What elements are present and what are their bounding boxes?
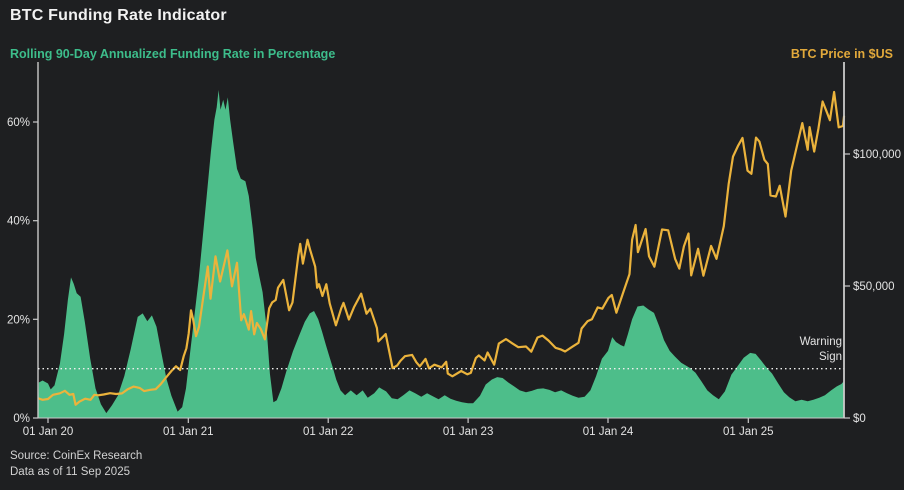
x-axis-tick-label: 01 Jan 21 (163, 426, 214, 438)
x-axis-tick-label: 01 Jan 23 (443, 426, 494, 438)
page-title: BTC Funding Rate Indicator (10, 7, 227, 24)
footer-source: Source: CoinEx Research (10, 450, 143, 462)
btc-price-line (37, 90, 846, 406)
warning-line1: Warning (799, 336, 842, 348)
y-axis-tick-label: 0% (13, 413, 30, 425)
y2-axis-tick-label: $100,000 (853, 149, 901, 161)
funding-rate-area (38, 90, 844, 418)
warning-sign-annotation: Warning Sign (800, 335, 842, 365)
y-axis-tick-label: 40% (7, 216, 30, 228)
footer-asof: Data as of 11 Sep 2025 (10, 466, 130, 478)
y2-axis-tick-label: $50,000 (853, 281, 895, 293)
x-axis-tick-label: 01 Jan 25 (723, 426, 774, 438)
x-axis-tick-label: 01 Jan 20 (23, 426, 74, 438)
left-axis-title: Rolling 90-Day Annualized Funding Rate i… (10, 47, 336, 61)
y-axis-tick-label: 60% (7, 117, 30, 129)
y2-axis-tick-label: $0 (853, 413, 866, 425)
x-axis-tick-label: 01 Jan 22 (303, 426, 354, 438)
warning-line2: Sign (818, 351, 842, 363)
x-axis-tick-label: 01 Jan 24 (583, 426, 634, 438)
right-axis-title: BTC Price in $US (790, 47, 893, 61)
y-axis-tick-label: 20% (7, 314, 30, 326)
